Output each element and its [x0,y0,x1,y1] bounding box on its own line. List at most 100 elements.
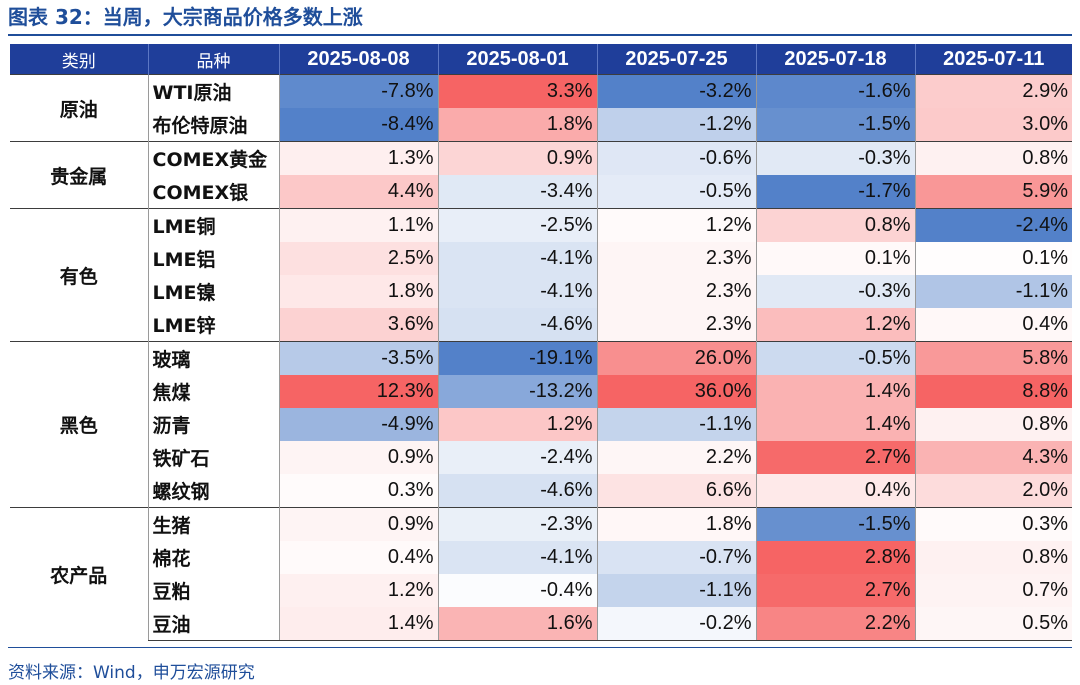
change-value-cell: 0.8% [914,141,1072,175]
change-value-cell: -1.1% [596,408,756,441]
commodity-name-cell: WTI原油 [147,74,279,108]
table-row: 农产品 生猪 0.9% -2.3% 1.8% -1.5% 0.3% [10,507,1072,641]
table-row: 螺纹钢 0.3% -4.6% 6.6% 0.4% 2.0% [10,474,1072,508]
change-value-cell: -8.4% [278,108,438,142]
change-value-cell: 0.1% [755,242,915,275]
change-value-cell: 0.3% [914,507,1072,541]
header-date: 2025-07-11 [915,44,1072,75]
change-value-cell: 2.7% [755,574,915,607]
change-value-cell: 0.5% [914,607,1072,641]
commodity-name-cell: COMEX银 [147,175,279,209]
change-value-cell: -0.3% [755,275,915,308]
change-value-cell: -1.1% [596,574,756,607]
table-row: 黑色 玻璃 -3.5% -19.1% 26.0% -0.5% 5.8% [10,341,1072,508]
change-value-cell: 0.4% [278,541,438,574]
change-value-cell: -13.2% [437,375,597,408]
table-row: 棉花 0.4% -4.1% -0.7% 2.8% 0.8% [10,541,1072,574]
change-value-cell: 3.0% [914,108,1072,142]
change-value-cell: 8.8% [914,375,1072,408]
change-value-cell: 0.8% [914,408,1072,441]
header-date: 2025-07-18 [756,44,916,75]
change-value-cell: 1.4% [755,375,915,408]
change-value-cell: -2.3% [437,507,597,541]
change-value-cell: 4.4% [278,175,438,209]
change-value-cell: 0.9% [278,507,438,541]
change-value-cell: 1.1% [278,208,438,242]
change-value-cell: -4.1% [437,242,597,275]
commodity-name-cell: 棉花 [147,541,279,574]
change-value-cell: 1.4% [278,607,438,641]
table-row: LME镍 1.8% -4.1% 2.3% -0.3% -1.1% [10,275,1072,308]
change-value-cell: -0.3% [755,141,915,175]
change-value-cell: 2.2% [596,441,756,474]
change-value-cell: -19.1% [437,341,597,375]
commodity-name-cell: 螺纹钢 [147,474,279,508]
change-value-cell: -4.1% [437,275,597,308]
change-value-cell: 5.9% [914,175,1072,209]
change-value-cell: 6.6% [596,474,756,508]
change-value-cell: 0.8% [914,541,1072,574]
change-value-cell: 1.3% [278,141,438,175]
category-cell: 农产品 [10,507,148,641]
commodity-name-cell: 玻璃 [147,341,279,375]
change-value-cell: -4.6% [437,474,597,508]
change-value-cell: 5.8% [914,341,1072,375]
table-body: 原油 WTI原油 -7.8% 3.3% -3.2% -1.6% 2.9% 布伦特原油 -8.4%… [10,74,1072,641]
change-value-cell: 0.1% [914,242,1072,275]
commodity-name-cell: LME铜 [147,208,279,242]
commodity-name-cell: 生猪 [147,507,279,541]
change-value-cell: 1.4% [755,408,915,441]
commodity-name-cell: 豆油 [147,607,279,641]
table-row: 贵金属 COMEX黄金 1.3% 0.9% -0.6% -0.3% 0.8% [10,141,1072,209]
table-row: 铁矿石 0.9% -2.4% 2.2% 2.7% 4.3% [10,441,1072,474]
change-value-cell: 0.8% [755,208,915,242]
header-category: 类别 [10,44,149,75]
change-value-cell: 1.2% [278,574,438,607]
change-value-cell: -2.4% [914,208,1072,242]
change-value-cell: -3.2% [596,74,756,108]
change-value-cell: 3.6% [278,308,438,342]
change-value-cell: 4.3% [914,441,1072,474]
change-value-cell: -2.5% [437,208,597,242]
category-cell: 黑色 [10,341,148,508]
commodity-name-cell: 豆粕 [147,574,279,607]
figure-title: 图表 32：当周，大宗商品价格多数上涨 [8,5,363,29]
table-row: 沥青 -4.9% 1.2% -1.1% 1.4% 0.8% [10,408,1072,441]
source-note: 资料来源：Wind，申万宏源研究 [8,663,255,683]
change-value-cell: 3.3% [437,74,597,108]
change-value-cell: 0.4% [914,308,1072,342]
header-item: 品种 [148,44,280,75]
category-cell: 贵金属 [10,141,148,209]
change-value-cell: 12.3% [278,375,438,408]
change-value-cell: -3.4% [437,175,597,209]
change-value-cell: 0.9% [437,141,597,175]
change-value-cell: -2.4% [437,441,597,474]
table-row: 豆油 1.4% 1.6% -0.2% 2.2% 0.5% [10,607,1072,641]
commodity-name-cell: LME铝 [147,242,279,275]
change-value-cell: -1.6% [755,74,915,108]
commodity-name-cell: LME镍 [147,275,279,308]
commodity-name-cell: LME锌 [147,308,279,342]
change-value-cell: -4.9% [278,408,438,441]
header-date: 2025-07-25 [597,44,757,75]
change-value-cell: 0.9% [278,441,438,474]
change-value-cell: 2.9% [914,74,1072,108]
table-row: 焦煤 12.3% -13.2% 36.0% 1.4% 8.8% [10,375,1072,408]
header-date: 2025-08-01 [438,44,598,75]
table-row: LME锌 3.6% -4.6% 2.3% 1.2% 0.4% [10,308,1072,342]
header-row: 类别 品种 2025-08-08 2025-08-01 2025-07-25 2… [10,44,1072,75]
change-value-cell: 1.8% [278,275,438,308]
commodity-name-cell: 铁矿石 [147,441,279,474]
change-value-cell: 2.3% [596,275,756,308]
change-value-cell: -0.6% [596,141,756,175]
change-value-cell: -1.7% [755,175,915,209]
change-value-cell: -0.5% [755,341,915,375]
change-value-cell: 2.7% [755,441,915,474]
change-value-cell: 1.2% [596,208,756,242]
change-value-cell: 1.2% [755,308,915,342]
change-value-cell: 0.4% [755,474,915,508]
table-row: 豆粕 1.2% -0.4% -1.1% 2.7% 0.7% [10,574,1072,607]
change-value-cell: -1.1% [914,275,1072,308]
change-value-cell: -3.5% [278,341,438,375]
commodity-name-cell: 布伦特原油 [147,108,279,142]
